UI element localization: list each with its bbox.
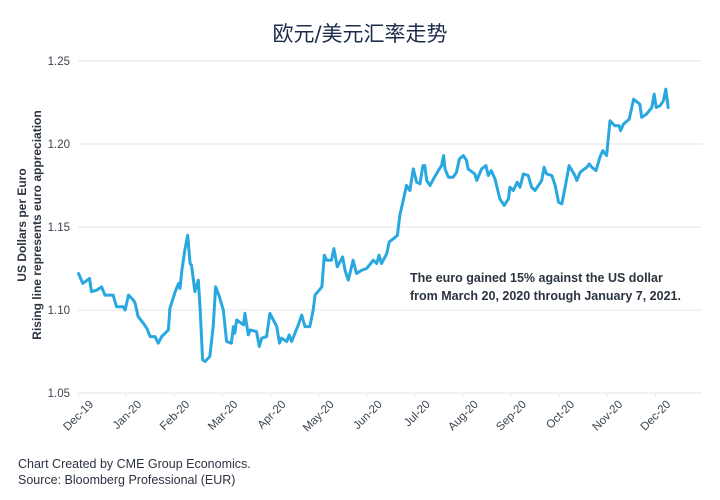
footer-credit: Chart Created by CME Group Economics. [18, 457, 251, 471]
footer-source: Source: Bloomberg Professional (EUR) [18, 473, 236, 487]
x-tick-label: May-20 [301, 399, 337, 435]
y-tick-label: 1.20 [48, 139, 70, 151]
annotation-line-1: The euro gained 15% against the US dolla… [410, 271, 663, 285]
annotation: The euro gained 15% against the US dolla… [410, 269, 681, 305]
annotation-line-2: from March 20, 2020 through January 7, 2… [410, 289, 681, 303]
x-tick-label: Jan-20 [111, 399, 144, 432]
footer: Chart Created by CME Group Economics. So… [18, 456, 251, 488]
x-tick-label: Apr-20 [256, 399, 289, 432]
x-tick-label: Dec-19 [61, 399, 96, 434]
x-tick-label: Jul-20 [402, 399, 433, 430]
x-tick-label: Jun-20 [351, 399, 384, 432]
x-tick-label: Aug-20 [446, 399, 481, 434]
y-tick-label: 1.05 [48, 388, 70, 400]
eurusd-line [77, 87, 670, 363]
y-tick-label: 1.15 [48, 222, 70, 234]
x-tick-label: Mar-20 [206, 399, 240, 433]
x-tick-label: Feb-20 [158, 399, 192, 433]
y-tick-label: 1.25 [48, 56, 70, 68]
x-tick-label: Nov-20 [591, 399, 626, 434]
x-tick-label: Oct-20 [544, 399, 577, 432]
x-tick-label: Dec-20 [639, 399, 674, 434]
y-tick-label: 1.10 [48, 305, 70, 317]
chart-title: 欧元/美元汇率走势 [272, 22, 448, 46]
x-tick-label: Sep-20 [494, 399, 529, 434]
